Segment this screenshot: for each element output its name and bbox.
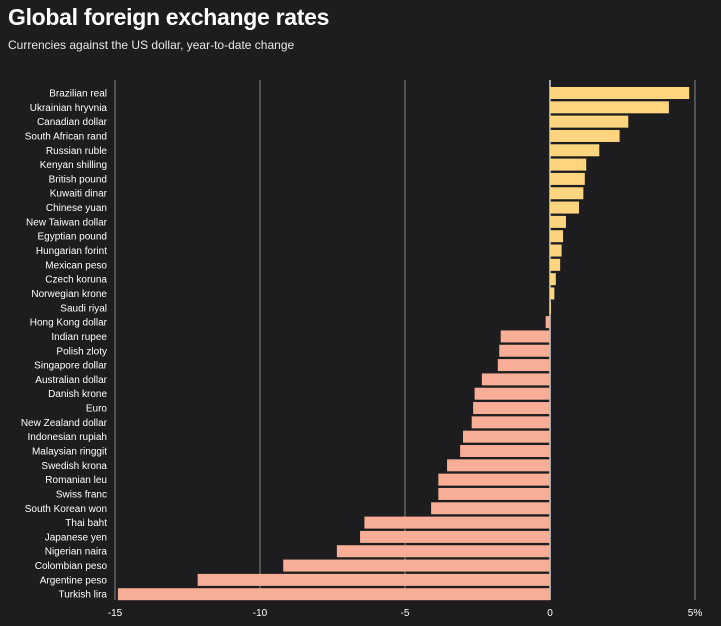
bar (550, 172, 585, 185)
category-label: Russian ruble (46, 146, 108, 157)
category-label: Malaysian ringgit (32, 447, 107, 458)
category-label: Kenyan shilling (40, 160, 107, 171)
category-label: South Korean won (25, 504, 107, 515)
category-label: Indonesian rupiah (27, 432, 107, 443)
category-label: Romanian leu (45, 475, 107, 486)
bar (550, 144, 600, 157)
bar (550, 115, 629, 128)
bar (471, 416, 550, 429)
bar (499, 344, 550, 357)
category-label: Japanese yen (45, 532, 107, 543)
x-tick-label: -5 (401, 608, 410, 619)
bar (550, 129, 620, 142)
bar (550, 101, 669, 114)
bar (550, 230, 564, 243)
chart-subtitle: Currencies against the US dollar, year-t… (8, 38, 295, 52)
bar (117, 588, 551, 601)
category-label: Norwegian krone (31, 289, 107, 300)
bar (550, 215, 566, 228)
bar (438, 487, 550, 500)
bar (447, 459, 550, 472)
bar (360, 530, 550, 543)
bar (550, 287, 555, 300)
bar (463, 430, 550, 443)
bar (283, 559, 550, 572)
bar (550, 244, 562, 257)
bar (550, 301, 551, 314)
category-label: Kuwaiti dinar (50, 189, 108, 200)
bar (550, 273, 556, 286)
category-label: Egyptian pound (37, 232, 107, 243)
category-label: Saudi riyal (60, 303, 107, 314)
category-label: Euro (86, 404, 108, 415)
bar (197, 573, 550, 586)
category-label: Hungarian forint (36, 246, 107, 257)
bar (550, 87, 690, 99)
category-label: Argentine peso (40, 575, 108, 586)
bar (550, 201, 579, 214)
category-label: Australian dollar (35, 375, 107, 386)
chart-title: Global foreign exchange rates (8, 4, 330, 30)
category-label: Danish krone (48, 389, 107, 400)
category-label: Hong Kong dollar (30, 318, 108, 329)
bar (364, 516, 550, 529)
x-tick-label: -15 (108, 608, 123, 619)
category-label: Ukrainian hryvnia (30, 103, 108, 114)
bar (431, 502, 550, 515)
category-label: Turkish lira (58, 590, 107, 601)
bar (438, 473, 550, 486)
x-tick-label: -10 (253, 608, 268, 619)
bar (500, 330, 550, 343)
x-tick-label: 0 (547, 608, 553, 619)
category-label: Singapore dollar (34, 361, 107, 372)
category-label: Brazilian real (49, 89, 107, 100)
category-label: New Taiwan dollar (26, 217, 108, 228)
category-label: Swedish krona (41, 461, 107, 472)
bar (473, 402, 550, 415)
category-label: New Zealand dollar (21, 418, 108, 429)
category-label: Canadian dollar (37, 117, 108, 128)
category-label: South African rand (25, 131, 107, 142)
category-label: British pound (49, 174, 107, 185)
category-label: Thai baht (65, 518, 107, 529)
bar (474, 387, 550, 400)
bar (550, 187, 584, 200)
bar (497, 359, 550, 372)
category-label: Indian rupee (51, 332, 107, 343)
category-label: Polish zloty (56, 346, 107, 357)
bar (550, 258, 561, 271)
bar (550, 158, 587, 171)
bar (336, 545, 550, 558)
category-label: Nigerian naira (45, 547, 108, 558)
bar (460, 445, 550, 457)
bar (545, 316, 550, 329)
category-label: Swiss franc (56, 489, 107, 500)
category-label: Czech koruna (45, 275, 107, 286)
category-label: Colombian peso (35, 561, 108, 572)
category-label: Mexican peso (45, 260, 107, 271)
bar (481, 373, 550, 386)
category-label: Chinese yuan (46, 203, 107, 214)
x-tick-label: 5% (688, 608, 703, 619)
